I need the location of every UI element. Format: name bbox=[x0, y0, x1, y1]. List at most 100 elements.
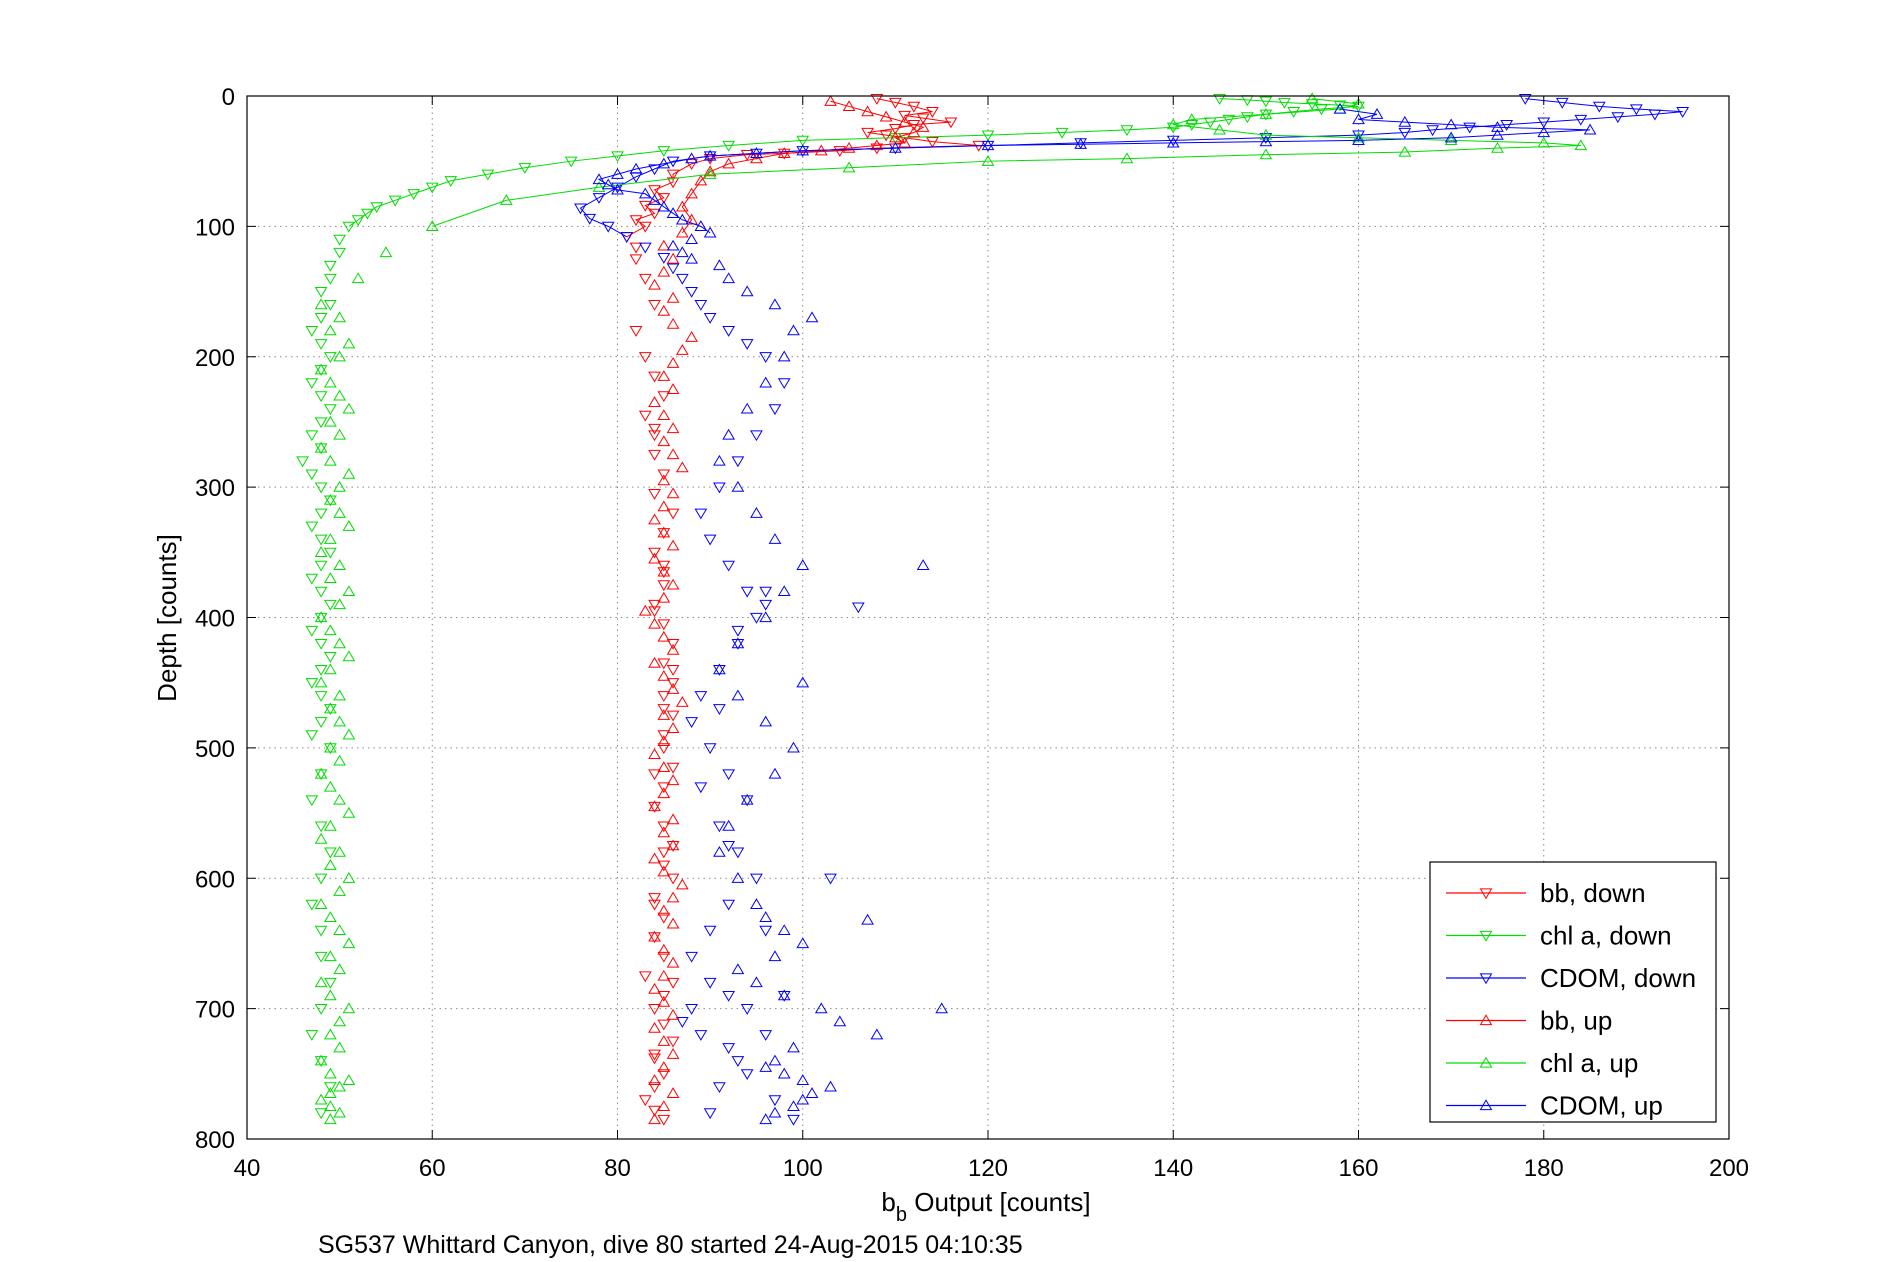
series-cdom-up bbox=[592, 102, 1597, 1125]
data-point bbox=[675, 461, 689, 473]
data-point bbox=[1352, 130, 1365, 142]
data-point bbox=[713, 845, 726, 857]
data-point bbox=[314, 951, 328, 963]
data-point bbox=[657, 528, 671, 539]
data-point bbox=[333, 845, 346, 857]
data-point bbox=[1213, 93, 1226, 105]
data-point bbox=[648, 552, 661, 564]
data-point bbox=[750, 612, 763, 624]
data-point bbox=[657, 239, 671, 251]
data-point bbox=[657, 560, 671, 572]
data-point bbox=[777, 147, 791, 158]
data-point bbox=[861, 913, 874, 925]
data-point bbox=[657, 847, 671, 859]
data-point bbox=[638, 604, 652, 616]
data-point bbox=[323, 911, 337, 922]
data-point bbox=[796, 144, 810, 156]
data-point bbox=[314, 1056, 328, 1067]
data-point bbox=[713, 663, 726, 675]
data-point bbox=[981, 130, 995, 142]
data-point bbox=[333, 689, 346, 701]
data-point bbox=[666, 263, 680, 275]
data-point bbox=[323, 702, 337, 714]
data-point bbox=[323, 663, 337, 675]
data-point bbox=[657, 1069, 671, 1081]
data-point bbox=[796, 1074, 810, 1085]
data-point bbox=[981, 139, 995, 151]
data-point bbox=[750, 147, 763, 158]
data-point bbox=[1398, 145, 1412, 157]
data-point bbox=[759, 586, 773, 598]
data-point bbox=[675, 1017, 689, 1028]
data-point bbox=[731, 689, 745, 701]
data-point bbox=[296, 456, 309, 468]
data-point bbox=[759, 611, 773, 623]
data-point bbox=[777, 350, 791, 362]
data-point bbox=[685, 951, 698, 963]
data-point bbox=[305, 730, 319, 742]
data-point bbox=[666, 448, 680, 460]
data-point bbox=[314, 665, 328, 676]
data-point bbox=[713, 821, 726, 833]
data-point bbox=[305, 899, 319, 911]
data-point bbox=[638, 410, 652, 422]
data-point bbox=[796, 559, 810, 570]
data-point bbox=[1222, 114, 1236, 126]
data-point bbox=[740, 1004, 754, 1015]
data-point bbox=[768, 767, 782, 779]
data-point bbox=[333, 350, 346, 362]
y-tick-label: 400 bbox=[195, 606, 235, 633]
data-point bbox=[787, 1100, 800, 1112]
data-point bbox=[323, 819, 337, 831]
data-point bbox=[916, 559, 930, 570]
data-point bbox=[323, 572, 337, 584]
data-point bbox=[722, 326, 736, 337]
data-point bbox=[629, 162, 643, 174]
data-point bbox=[305, 573, 319, 585]
data-point bbox=[342, 1074, 356, 1085]
data-point bbox=[305, 326, 319, 337]
data-point bbox=[370, 202, 384, 214]
data-point bbox=[333, 247, 346, 259]
data-point bbox=[342, 585, 356, 597]
data-point bbox=[722, 899, 736, 911]
data-point bbox=[731, 963, 745, 975]
data-point bbox=[759, 1113, 773, 1125]
data-point bbox=[685, 252, 698, 264]
data-point bbox=[675, 226, 689, 238]
data-point bbox=[666, 678, 680, 689]
data-point bbox=[333, 559, 346, 570]
data-point bbox=[731, 872, 745, 883]
data-point bbox=[694, 782, 708, 794]
data-point bbox=[750, 976, 763, 988]
data-point bbox=[777, 378, 791, 390]
data-point bbox=[648, 1049, 661, 1061]
data-point bbox=[648, 278, 661, 290]
data-point bbox=[657, 704, 671, 715]
data-point bbox=[666, 873, 680, 885]
data-point bbox=[703, 743, 717, 755]
data-point bbox=[907, 101, 921, 113]
data-point bbox=[657, 860, 671, 872]
data-point bbox=[1074, 138, 1087, 149]
data-point bbox=[657, 469, 671, 481]
data-point bbox=[657, 912, 671, 924]
data-point bbox=[722, 769, 736, 781]
data-point bbox=[675, 246, 689, 258]
data-point bbox=[648, 800, 661, 812]
series-layer bbox=[296, 92, 1690, 1126]
data-point bbox=[666, 1036, 680, 1048]
data-point bbox=[601, 221, 615, 233]
data-point bbox=[388, 195, 402, 207]
data-point bbox=[314, 717, 328, 729]
data-point bbox=[694, 299, 708, 311]
data-point bbox=[1518, 93, 1532, 105]
data-point bbox=[648, 489, 661, 500]
data-point bbox=[777, 989, 791, 1001]
data-point bbox=[314, 1108, 328, 1120]
data-point bbox=[666, 539, 680, 551]
data-point bbox=[759, 599, 773, 611]
data-point bbox=[305, 678, 319, 689]
data-point bbox=[879, 110, 893, 122]
data-point bbox=[407, 189, 421, 200]
